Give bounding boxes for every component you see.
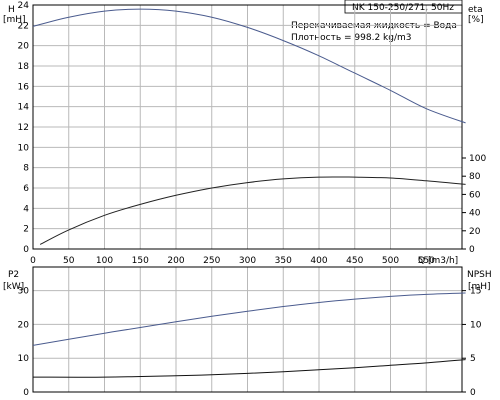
efficiency-curve	[39, 176, 466, 245]
eta-axis-label-top: eta	[468, 5, 483, 15]
eta-tick-label: 80	[469, 172, 481, 182]
head-tick-label: 18	[18, 62, 30, 72]
npsh-tick-label: 5	[470, 354, 476, 364]
head-tick-label: 2	[23, 225, 29, 235]
npsh-axis-label-top: NPSH	[467, 270, 492, 280]
eta-tick-label: 0	[469, 245, 475, 255]
flow-tick-label: 500	[382, 256, 399, 266]
flow-axis-label: Q [m3/h]	[418, 256, 458, 266]
bottom-plot-frame	[32, 266, 463, 393]
power-tick-label: 0	[23, 388, 29, 398]
bottom-series	[32, 292, 466, 378]
flow-tick-label: 0	[30, 256, 36, 266]
head-axis-label-unit: [mH]	[3, 15, 26, 25]
power-tick-label: 20	[18, 320, 30, 330]
top-grid	[32, 4, 462, 250]
flow-tick-label: 50	[63, 256, 75, 266]
head-axis-label-top: H	[8, 5, 15, 15]
power-curve	[32, 292, 466, 346]
eta-tick-label: 40	[469, 209, 481, 219]
density-label: Плотность = 998.2 kg/m3	[291, 33, 412, 43]
head-tick-label: 12	[18, 123, 29, 133]
power-tick-label: 30	[18, 287, 30, 297]
fluid-label: Перекачиваемая жидкость = Вода	[291, 21, 457, 31]
head-tick-label: 10	[18, 143, 30, 153]
bottom-axes	[32, 266, 466, 393]
top-series	[32, 8, 466, 245]
npsh-tick-label: 0	[470, 388, 476, 398]
bottom-tick-labels: 0 10 20 30 0 5 10 15	[18, 287, 482, 398]
head-tick-label: 16	[18, 82, 30, 92]
chart-title: NK 150-250/271, 50Hz	[352, 3, 454, 13]
flow-tick-label: 100	[96, 256, 113, 266]
flow-tick-label: 550	[418, 256, 435, 266]
head-tick-label: 24	[18, 1, 30, 11]
eta-tick-label: 100	[469, 154, 486, 164]
npsh-tick-label: 10	[470, 320, 482, 330]
head-tick-label: 4	[23, 204, 29, 214]
flow-tick-label: 300	[239, 256, 256, 266]
top-axes	[32, 4, 466, 250]
head-tick-label: 0	[23, 245, 29, 255]
eta-tick-label: 60	[469, 190, 481, 200]
flow-tick-label: 400	[310, 256, 327, 266]
npsh-curve	[32, 359, 466, 378]
flow-tick-label: 350	[275, 256, 292, 266]
head-tick-label: 20	[18, 42, 30, 52]
npsh-tick-label: 15	[470, 287, 481, 297]
power-axis-label-top: P2	[8, 270, 19, 280]
flow-tick-label: 250	[203, 256, 220, 266]
top-plot-frame	[32, 4, 463, 250]
head-tick-label: 14	[18, 103, 30, 113]
eta-tick-label: 20	[469, 227, 481, 237]
flow-tick-label: 200	[167, 256, 184, 266]
power-tick-label: 10	[18, 354, 30, 364]
head-curve	[32, 8, 466, 124]
head-tick-label: 22	[18, 21, 29, 31]
power-axis-label-unit: [kW]	[3, 282, 24, 292]
npsh-axis-label-unit: [mH]	[468, 282, 491, 292]
flow-tick-label: 450	[346, 256, 363, 266]
flow-tick-label: 150	[132, 256, 149, 266]
head-tick-label: 6	[23, 184, 29, 194]
head-tick-label: 8	[23, 164, 29, 174]
power-npsh-panel: 0 10 20 30 0 5 10 15 P2 [kW] NPSH [mH]	[3, 266, 492, 398]
eta-axis-label-unit: [%]	[468, 15, 484, 25]
